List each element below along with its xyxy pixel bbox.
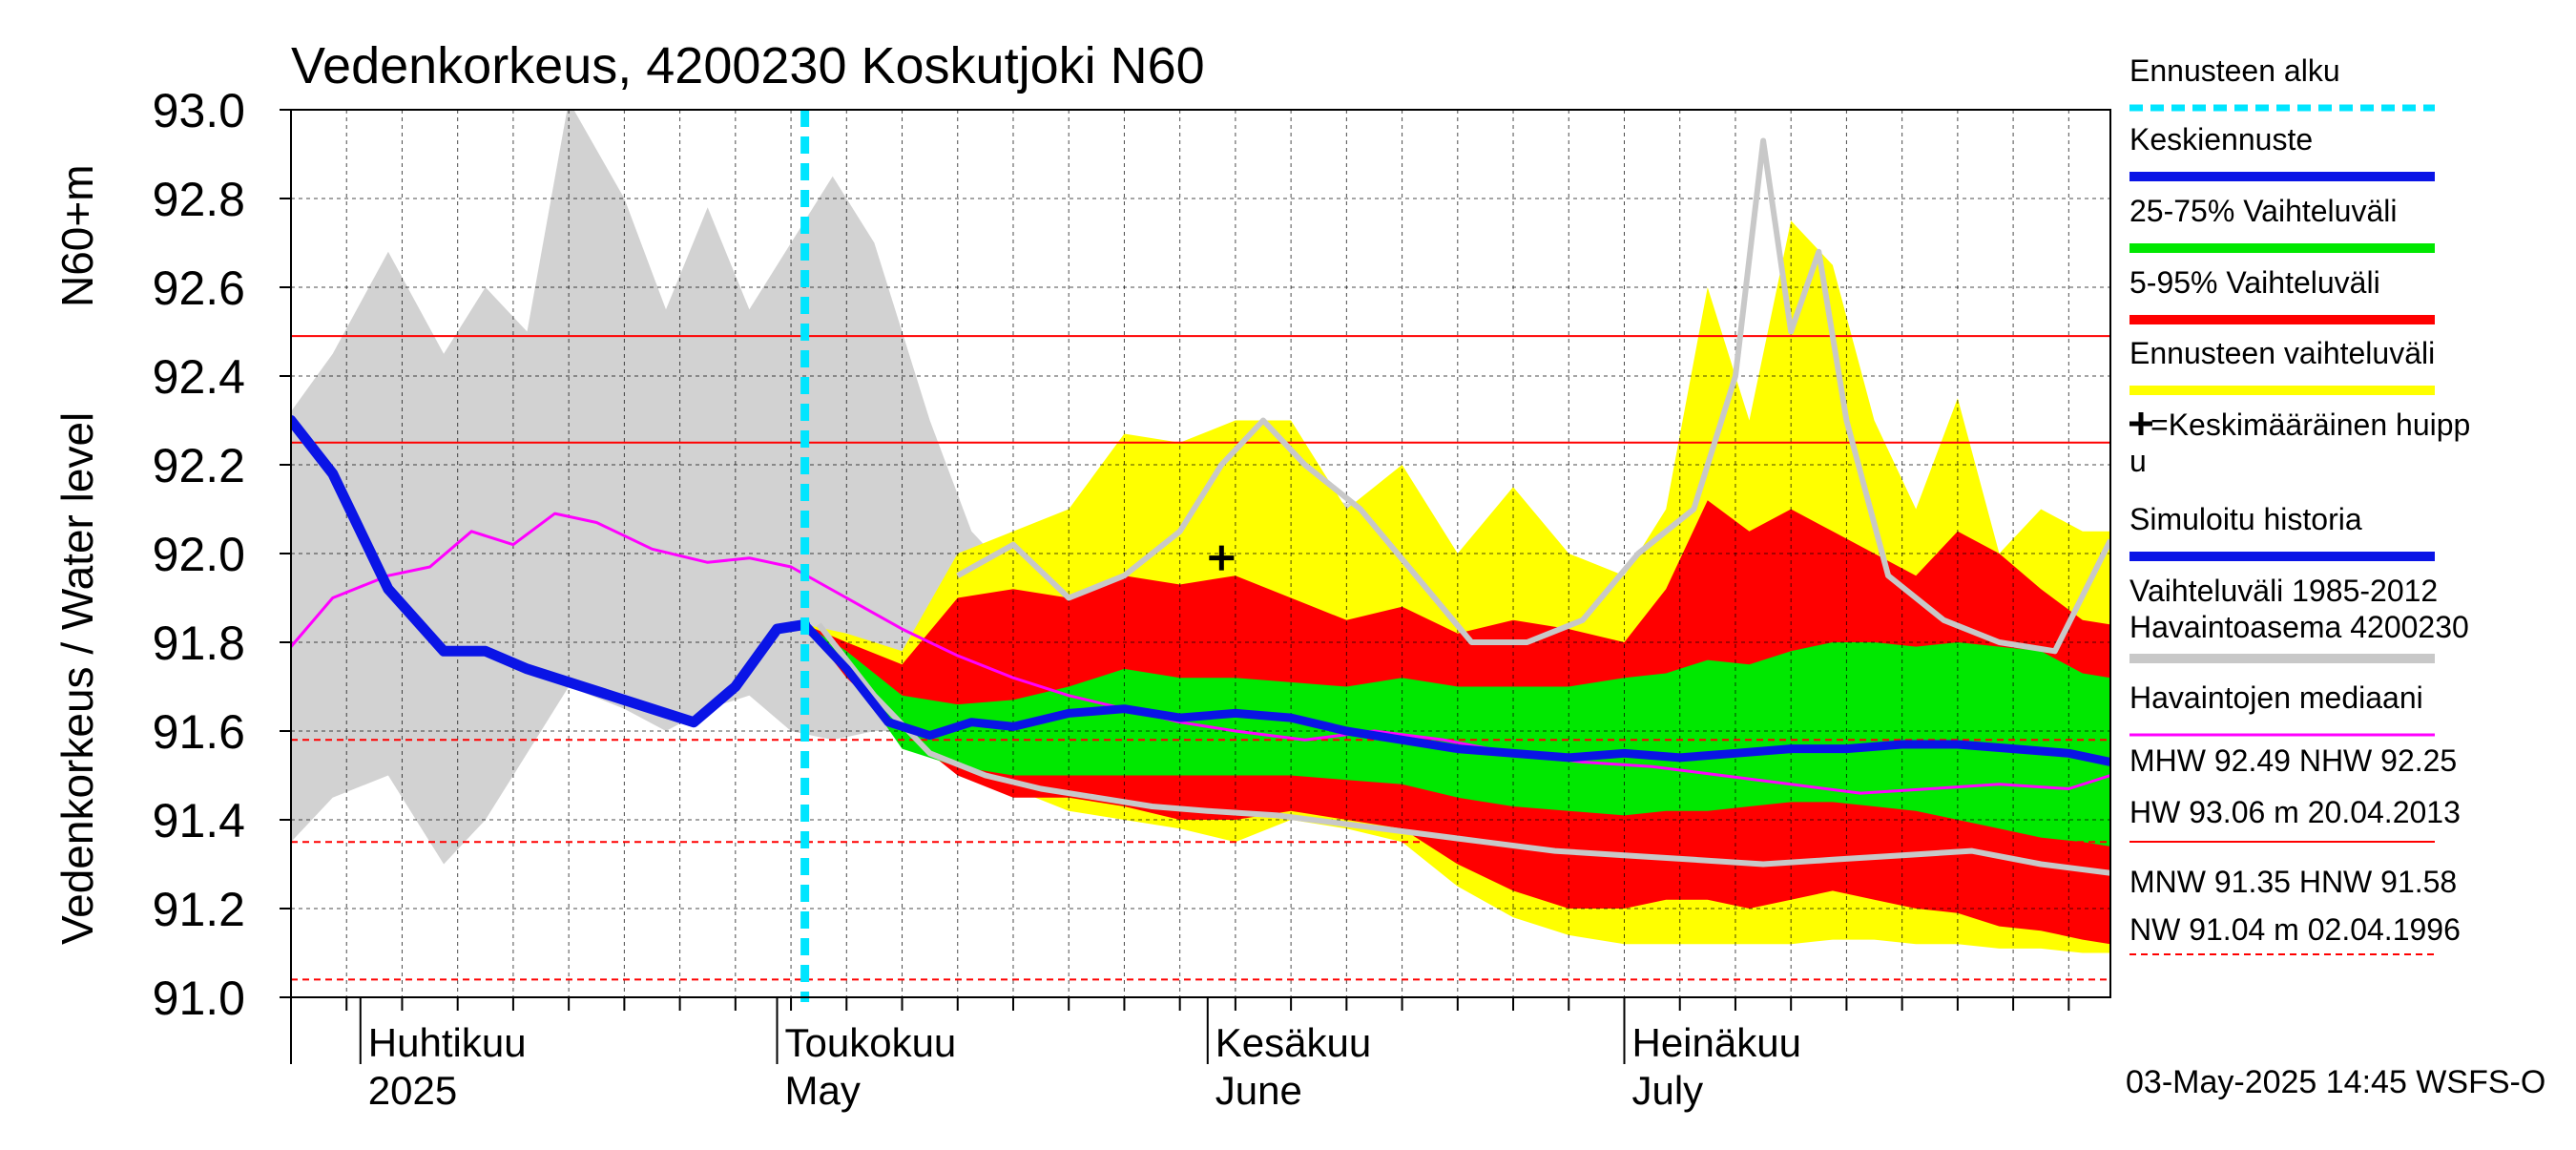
month-label-fi: Heinäkuu	[1631, 1020, 1800, 1065]
stats-line-3: MNW 91.35 HNW 91.58	[2129, 865, 2457, 899]
month-label-fi: Huhtikuu	[368, 1020, 527, 1065]
month-label-fi: Kesäkuu	[1215, 1020, 1371, 1065]
legend-label: Havaintojen mediaani	[2129, 680, 2423, 715]
stats-line-4: NW 91.04 m 02.04.1996	[2129, 912, 2461, 947]
legend-item: Simuloitu historia	[2129, 502, 2435, 561]
historical-range-max-line	[956, 137, 2110, 655]
y-tick-label: 91.4	[153, 794, 245, 847]
legend-label: Ennusteen vaihteluväli	[2129, 336, 2435, 370]
legend-item: Ennusteen vaihteluväli	[2129, 336, 2435, 395]
y-tick-label: 92.0	[153, 528, 245, 581]
legend-label: Ennusteen alku	[2129, 53, 2340, 88]
y-tick-label: 91.6	[153, 705, 245, 759]
legend-item: 5-95% Vaihteluväli	[2129, 265, 2435, 324]
y-tick-label: 92.6	[153, 261, 245, 315]
y-tick-label: 93.0	[153, 84, 245, 137]
legend-item: Keskiennuste	[2129, 122, 2435, 181]
month-label-en: July	[1631, 1068, 1703, 1113]
mean-forecast-line	[291, 416, 2110, 766]
legend-label-line2: Havaintoasema 4200230	[2129, 610, 2469, 644]
stats-line-2: HW 93.06 m 20.04.2013	[2129, 795, 2461, 829]
legend-label-line2: u	[2129, 444, 2147, 478]
y-tick-label: 91.8	[153, 617, 245, 670]
month-label-en: June	[1215, 1068, 1302, 1113]
median-line	[291, 512, 2110, 795]
legend-item: 25-75% Vaihteluväli	[2129, 194, 2435, 253]
timestamp: 03-May-2025 14:45 WSFS-O	[2126, 1064, 2545, 1100]
y-tick-label: 91.2	[153, 883, 245, 936]
stats-line-1: MHW 92.49 NHW 92.25	[2129, 743, 2457, 778]
y-tick-label: 92.4	[153, 350, 245, 404]
legend-label: Keskiennuste	[2129, 122, 2313, 157]
month-label-en: 2025	[368, 1068, 457, 1113]
legend-item: Vaihteluväli 1985-2012 Havaintoasema 420…	[2129, 574, 2469, 663]
legend-plus-icon	[2129, 412, 2152, 435]
y-tick-label: 92.8	[153, 173, 245, 226]
legend-item: Ennusteen alku	[2129, 53, 2435, 112]
mean-peak-marker	[1209, 545, 1235, 571]
legend-label: 25-75% Vaihteluväli	[2129, 194, 2397, 228]
plot-area	[291, 110, 2110, 997]
y-axis-label-unit: N60+m	[52, 164, 102, 307]
y-axis-label: Vedenkorkeus / Water level	[52, 412, 102, 945]
legend-item: Havaintojen mediaani	[2129, 680, 2435, 737]
observed-station-line	[816, 622, 2110, 876]
legend-label: =Keskimääräinen huipp	[2150, 408, 2470, 442]
legend-label: Simuloitu historia	[2129, 502, 2362, 536]
month-label-en: May	[785, 1068, 861, 1113]
grid	[291, 110, 2110, 997]
chart-title: Vedenkorkeus, 4200230 Koskutjoki N60	[291, 37, 1205, 94]
y-tick-label: 91.0	[153, 972, 245, 1025]
legend-label: Vaihteluväli 1985-2012	[2129, 574, 2438, 608]
month-label-fi: Toukokuu	[785, 1020, 957, 1065]
y-tick-label: 92.2	[153, 439, 245, 492]
historical-range-band	[291, 110, 1458, 865]
legend-label: 5-95% Vaihteluväli	[2129, 265, 2380, 300]
band-25-75	[804, 624, 2110, 847]
